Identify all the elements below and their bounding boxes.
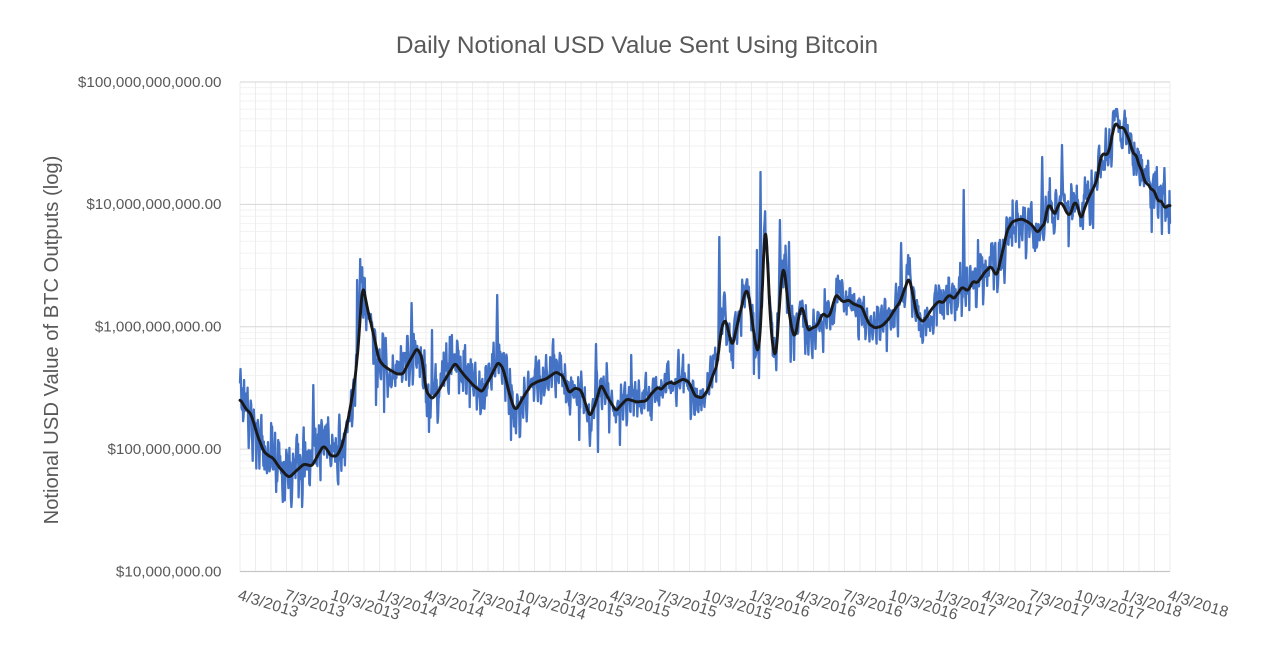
- svg-text:$1,000,000,000.00: $1,000,000,000.00: [95, 319, 222, 336]
- svg-text:$10,000,000,000.00: $10,000,000,000.00: [86, 196, 221, 213]
- svg-text:$100,000,000,000.00: $100,000,000,000.00: [78, 74, 222, 91]
- svg-text:$10,000,000.00: $10,000,000.00: [116, 563, 222, 580]
- svg-text:Notional USD Value of BTC Outp: Notional USD Value of BTC Outputs (log): [41, 156, 63, 525]
- svg-text:$100,000,000.00: $100,000,000.00: [107, 441, 221, 458]
- svg-text:Daily Notional USD Value Sent: Daily Notional USD Value Sent Using Bitc…: [396, 32, 878, 59]
